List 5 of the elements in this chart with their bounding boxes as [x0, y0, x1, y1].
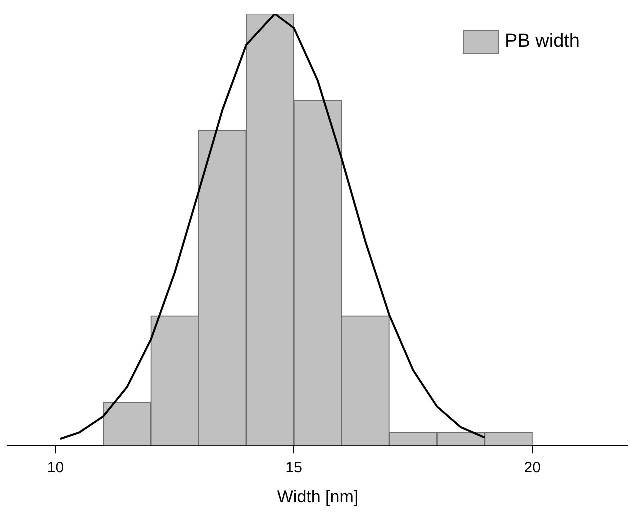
x-tick-label: 15 — [286, 460, 302, 477]
x-tick-label: 20 — [524, 460, 541, 477]
x-axis-title: Width [nm] — [277, 487, 359, 506]
x-tick-label: 10 — [47, 460, 64, 477]
legend-label: PB width — [505, 31, 580, 53]
